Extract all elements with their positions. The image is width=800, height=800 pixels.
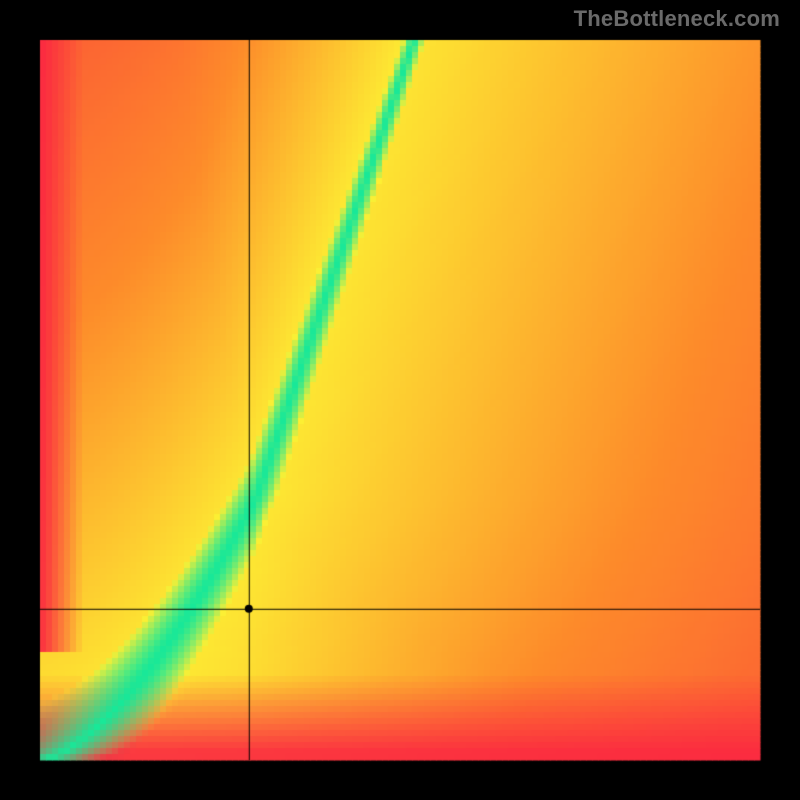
- heatmap-plot: [0, 0, 800, 800]
- chart-container: { "watermark": { "text": "TheBottleneck.…: [0, 0, 800, 800]
- watermark-text: TheBottleneck.com: [574, 6, 780, 32]
